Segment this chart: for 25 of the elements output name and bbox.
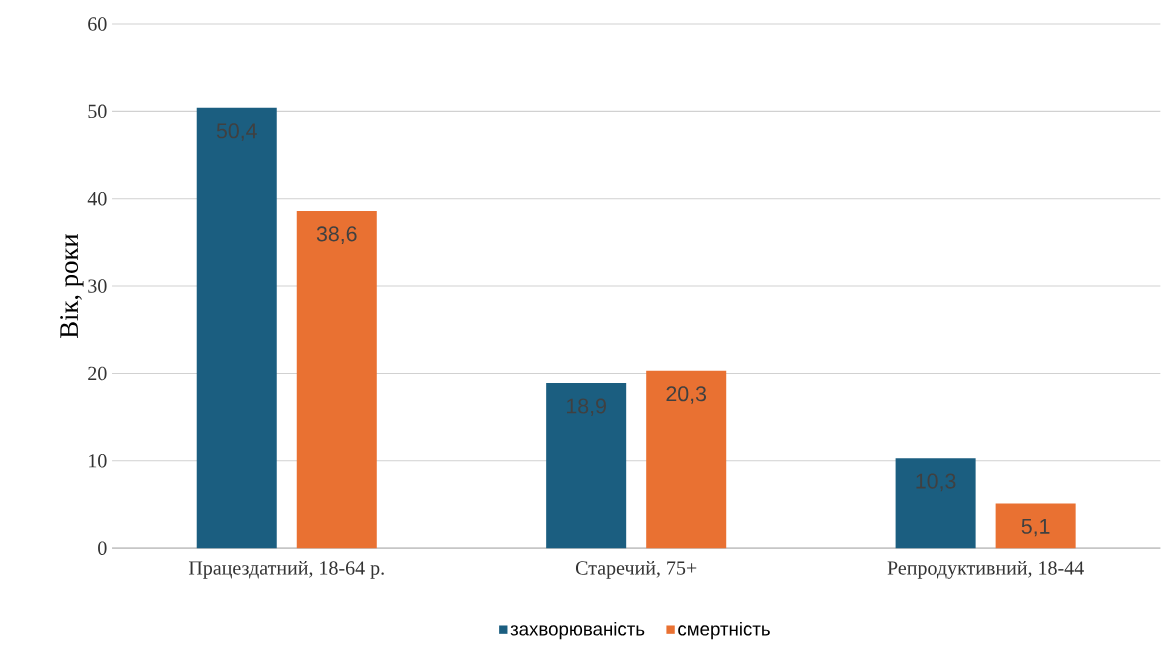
bar	[296, 211, 377, 549]
bar	[895, 458, 976, 549]
y-tick-label: 40	[87, 192, 107, 206]
bar	[995, 503, 1076, 549]
y-axis-title: Вік, роки	[60, 234, 84, 339]
data-label: 50,4	[216, 123, 257, 141]
x-tick-label: Репродуктивний, 18-44	[887, 560, 1084, 579]
y-tick-label: 0	[98, 541, 107, 555]
y-tick-label: 50	[88, 104, 107, 119]
y-tick-label: 10	[89, 454, 107, 468]
bar	[546, 383, 627, 549]
bar	[196, 107, 277, 549]
data-label: 10,3	[916, 473, 956, 492]
data-label: 38,6	[316, 226, 357, 245]
y-tick-label: 60	[88, 17, 107, 31]
data-label: 18,9	[567, 398, 606, 417]
data-label: 5,1	[1021, 519, 1050, 537]
x-tick-label: Старечий, 75+	[575, 560, 697, 579]
x-tick-label: Працездатний, 18-64 р.	[188, 560, 384, 579]
y-tick-label: 30	[88, 279, 107, 293]
legend-label: смертність	[678, 621, 770, 640]
bar	[646, 370, 727, 549]
legend-label: захворюваність	[510, 621, 645, 640]
data-label: 20,3	[666, 386, 707, 404]
y-tick-label: 20	[88, 366, 107, 381]
